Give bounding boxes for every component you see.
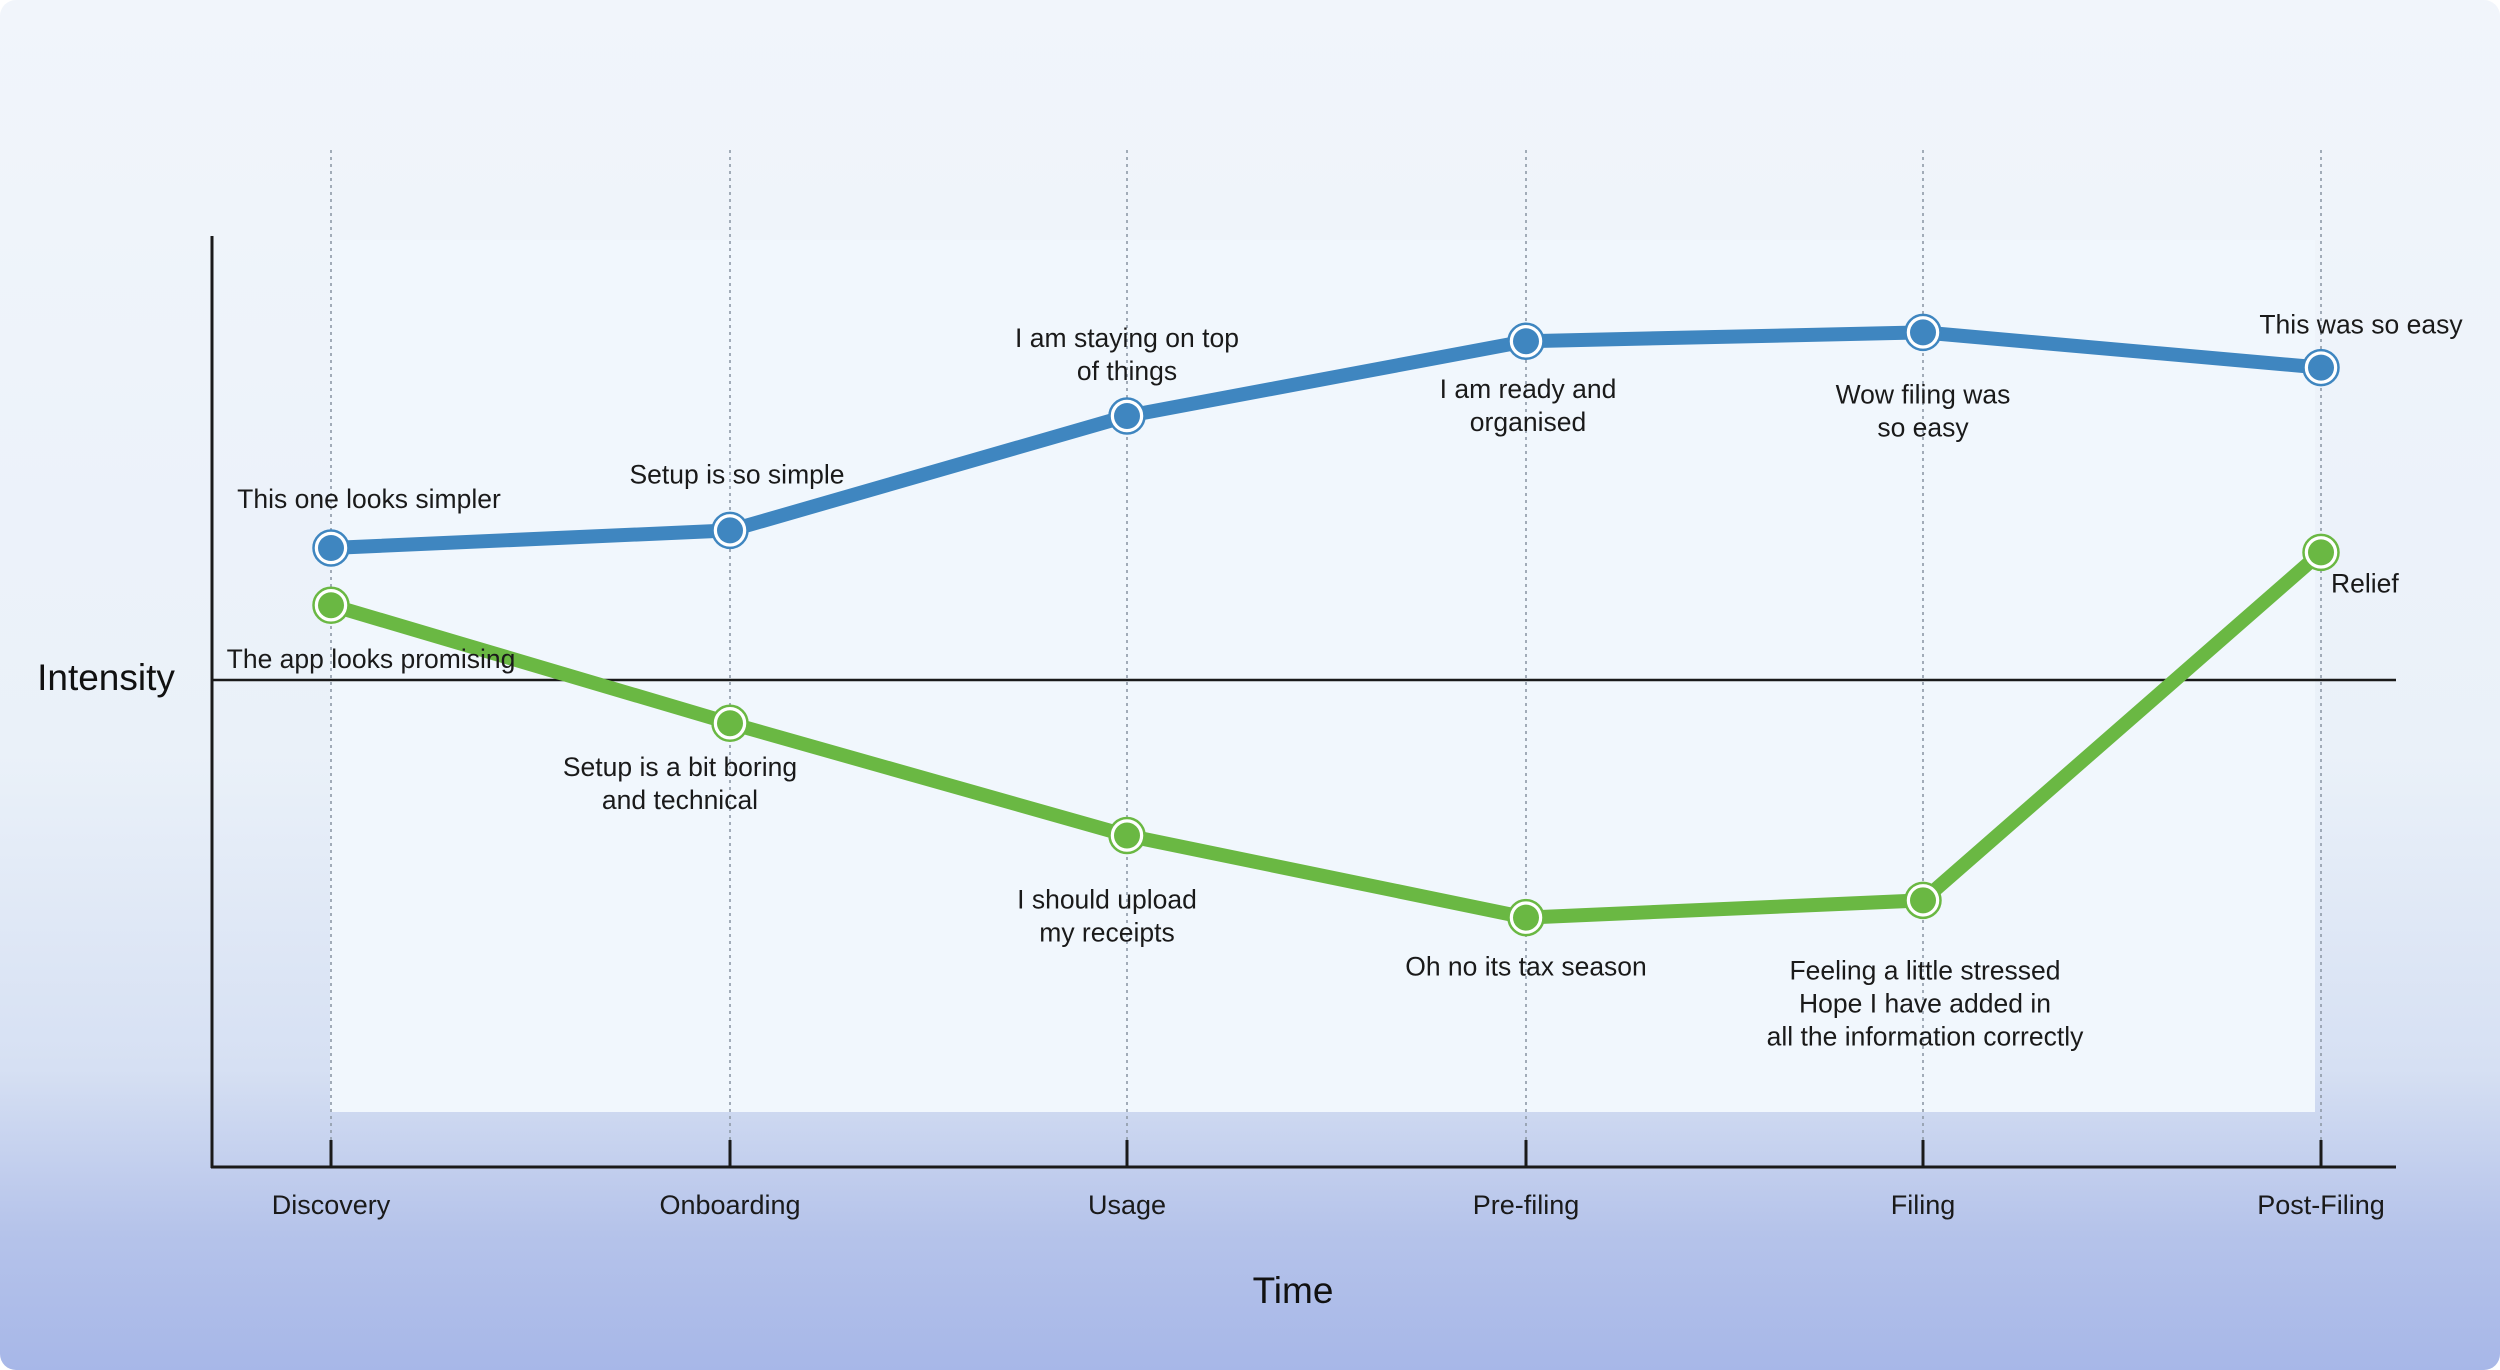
x-tick-label-onboarding: Onboarding <box>659 1190 800 1220</box>
series-1-annotation-line: I should upload <box>1017 885 1197 915</box>
series-1-annotation-line: The app looks promising <box>227 644 516 674</box>
series-0-annotation-usage: I am staying on top of things <box>1015 323 1239 386</box>
x-tick-label-discovery: Discovery <box>272 1190 391 1220</box>
x-axis-title: Time <box>1253 1270 1334 1311</box>
series-1-annotation-line: Feeling a little stressed <box>1789 955 2060 985</box>
series-0-annotation-onboarding: Setup is so simple <box>629 459 844 489</box>
series-1-annotation-line: and technical <box>602 785 758 815</box>
series-1-annotation-line: Setup is a bit boring <box>563 752 797 782</box>
series-1-point-filing <box>1910 887 1936 914</box>
series-0-annotation-line: so easy <box>1877 412 1969 442</box>
series-0-point-onboarding <box>717 517 743 544</box>
y-axis-title: Intensity <box>37 657 175 698</box>
series-1-point-usage <box>1114 822 1140 849</box>
series-0-annotation-line: This one looks simpler <box>237 484 501 514</box>
series-1-point-onboarding <box>717 710 743 737</box>
series-1-annotation-line: all the information correctly <box>1767 1021 2084 1051</box>
series-0-annotation-line: I am ready and <box>1440 374 1617 404</box>
series-1-point-pre-filing <box>1513 904 1539 931</box>
series-0-annotation-line: Wow filing was <box>1836 379 2011 409</box>
series-0-annotation-line: Setup is so simple <box>629 459 844 489</box>
series-0-line <box>324 325 2328 555</box>
series-1-annotation-line: my receipts <box>1039 918 1174 948</box>
x-tick-label-pre-filing: Pre-filing <box>1473 1190 1580 1220</box>
series-1-annotation-line: Hope I have added in <box>1799 988 2051 1018</box>
series-0-point-discovery <box>318 535 344 561</box>
series-0-annotation-discovery: This one looks simpler <box>237 484 501 514</box>
series-1-point-discovery <box>318 592 344 619</box>
series-1-line <box>324 545 2328 925</box>
series-1-annotation-pre-filing: Oh no its tax season <box>1405 952 1647 982</box>
series-0-point-filing <box>1910 319 1936 346</box>
series-1-annotation-filing: Feeling a little stressed Hope I have add… <box>1767 955 2084 1051</box>
series-0-annotation-line: of things <box>1077 356 1177 386</box>
series-1-annotation-discovery: The app looks promising <box>227 644 516 674</box>
series-0-point-post-filing <box>2308 354 2334 381</box>
series-1-annotation-onboarding: Setup is a bit boring and technical <box>563 752 797 815</box>
series-0-annotation-post-filing: This was so easy <box>2259 310 2463 340</box>
series-0-point-usage <box>1114 403 1140 429</box>
x-tick-label-filing: Filing <box>1891 1190 1956 1220</box>
series-1-annotation-usage: I should upload my receipts <box>1017 885 1197 948</box>
series-1-annotation-line: Relief <box>2331 568 2399 598</box>
series-0-annotation-line: organised <box>1470 407 1586 437</box>
series-0-annotation-line: This was so easy <box>2259 310 2463 340</box>
series-1-point-post-filing <box>2308 539 2334 566</box>
series-1-annotation-post-filing: Relief <box>2331 568 2399 598</box>
series-0-annotation-pre-filing: I am ready and organised <box>1440 374 1617 437</box>
x-tick-label-usage: Usage <box>1088 1190 1166 1220</box>
series-0-point-pre-filing <box>1513 328 1539 355</box>
series-1-annotation-line: Oh no its tax season <box>1405 952 1647 982</box>
x-tick-label-post-filing: Post-Filing <box>2257 1190 2385 1220</box>
series-0-annotation-line: I am staying on top <box>1015 323 1239 353</box>
series-0-annotation-filing: Wow filing was so easy <box>1836 379 2011 442</box>
